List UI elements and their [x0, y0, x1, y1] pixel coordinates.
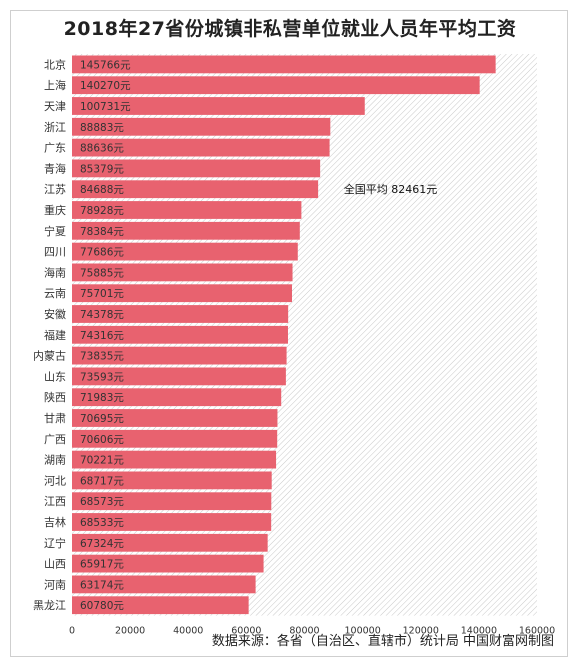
- bar-value-label: 71983元: [80, 392, 124, 404]
- category-label: 天津: [44, 100, 66, 113]
- bar-value-label: 68573元: [80, 496, 124, 508]
- bar-value-label: 68533元: [80, 517, 124, 529]
- source-note: 数据来源：各省（自治区、直辖市）统计局 中国财富网制图: [211, 634, 554, 649]
- bar-value-label: 65917元: [80, 559, 124, 571]
- x-tick-label: 80000: [289, 626, 319, 637]
- category-label: 江西: [44, 495, 66, 508]
- bar-value-label: 74378元: [80, 309, 124, 321]
- bar-value-label: 77686元: [80, 247, 124, 259]
- category-label: 湖南: [44, 454, 66, 467]
- category-label: 江苏: [44, 183, 66, 196]
- bar: [72, 263, 293, 282]
- bar-value-label: 145766元: [80, 59, 131, 71]
- category-label: 上海: [44, 78, 66, 92]
- bar: [72, 284, 293, 303]
- bar: [72, 513, 272, 531]
- category-label: 重庆: [44, 203, 66, 217]
- bar: [72, 492, 272, 511]
- x-tick-label: 20000: [115, 626, 145, 637]
- bar: [72, 346, 287, 365]
- bar: [72, 471, 272, 490]
- bar: [72, 367, 286, 386]
- bar: [72, 138, 330, 157]
- bar-value-label: 73593元: [80, 371, 124, 383]
- category-label: 宁夏: [44, 224, 66, 238]
- x-tick-label: 0: [69, 626, 75, 637]
- category-label: 陕西: [44, 390, 66, 404]
- category-label: 山东: [44, 370, 66, 383]
- category-label: 甘肃: [44, 412, 66, 425]
- x-tick-label: 120000: [403, 626, 439, 637]
- bar-value-label: 70606元: [80, 434, 124, 446]
- category-label: 云南: [44, 287, 66, 300]
- x-tick-label: 60000: [231, 626, 261, 637]
- bar-value-label: 78384元: [80, 226, 124, 238]
- bar-value-label: 88883元: [80, 122, 124, 134]
- bar: [72, 533, 268, 552]
- bar: [72, 180, 319, 199]
- category-label: 北京: [44, 57, 66, 71]
- bar: [72, 305, 289, 323]
- bar-value-label: 84688元: [80, 184, 124, 196]
- category-label: 山西: [44, 558, 66, 571]
- category-label: 海南: [44, 265, 66, 279]
- category-label: 浙江: [44, 121, 66, 134]
- bar: [72, 596, 249, 615]
- bar-value-label: 70695元: [80, 413, 124, 425]
- category-label: 河南: [44, 578, 66, 591]
- bar-value-label: 140270元: [80, 80, 131, 92]
- bar: [72, 55, 496, 74]
- bar: [72, 388, 282, 407]
- bar: [72, 429, 278, 448]
- bar: [72, 325, 288, 344]
- bar-value-label: 88636元: [80, 143, 124, 155]
- bar-value-label: 68717元: [80, 475, 124, 487]
- bar-value-label: 63174元: [80, 579, 124, 591]
- category-label: 吉林: [44, 515, 66, 529]
- x-tick-label: 160000: [519, 626, 555, 637]
- category-label: 福建: [44, 328, 66, 342]
- bar-value-label: 78928元: [80, 205, 124, 217]
- bar: [72, 450, 277, 469]
- bar: [72, 159, 321, 178]
- category-label: 黑龙江: [33, 599, 66, 612]
- bar: [72, 201, 302, 219]
- category-label: 青海: [44, 161, 66, 175]
- bar-value-label: 100731元: [80, 101, 131, 113]
- bar-value-label: 75885元: [80, 267, 124, 279]
- bar-value-label: 74316元: [80, 330, 124, 342]
- bar-value-label: 60780元: [80, 600, 124, 612]
- bar: [72, 409, 278, 427]
- category-label: 四川: [44, 246, 66, 259]
- bar-value-label: 70221元: [80, 455, 124, 467]
- x-tick-label: 100000: [344, 626, 380, 637]
- bar: [72, 117, 331, 136]
- category-label: 广东: [44, 142, 66, 155]
- category-label: 河北: [44, 474, 66, 487]
- category-label: 辽宁: [44, 536, 66, 550]
- bar: [72, 242, 298, 261]
- category-label: 广西: [44, 433, 66, 446]
- x-tick-label: 40000: [173, 626, 203, 637]
- bar-value-label: 73835元: [80, 351, 124, 363]
- bar: [72, 76, 480, 95]
- bar-value-label: 85379元: [80, 163, 124, 175]
- chart-title: 2018年27省份城镇非私营单位就业人员年平均工资: [63, 18, 517, 40]
- category-label: 安徽: [44, 307, 66, 321]
- bar-value-label: 75701元: [80, 288, 124, 300]
- category-label: 内蒙古: [33, 349, 66, 363]
- bar: [72, 97, 365, 115]
- average-annotation: 全国平均 82461元: [344, 182, 438, 196]
- bar: [72, 221, 300, 240]
- bar: [72, 575, 256, 594]
- bar: [72, 554, 264, 573]
- x-tick-label: 140000: [461, 626, 497, 637]
- bar-value-label: 67324元: [80, 538, 124, 550]
